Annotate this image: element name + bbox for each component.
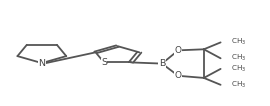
Text: O: O [175,71,182,80]
Text: CH$_3$: CH$_3$ [231,37,246,47]
Text: O: O [175,46,182,55]
Text: CH$_3$: CH$_3$ [231,53,246,63]
Text: CH$_3$: CH$_3$ [231,80,246,90]
Text: B: B [159,59,165,68]
Text: S: S [101,58,107,67]
Text: CH$_3$: CH$_3$ [231,64,246,74]
Text: N: N [38,59,45,68]
